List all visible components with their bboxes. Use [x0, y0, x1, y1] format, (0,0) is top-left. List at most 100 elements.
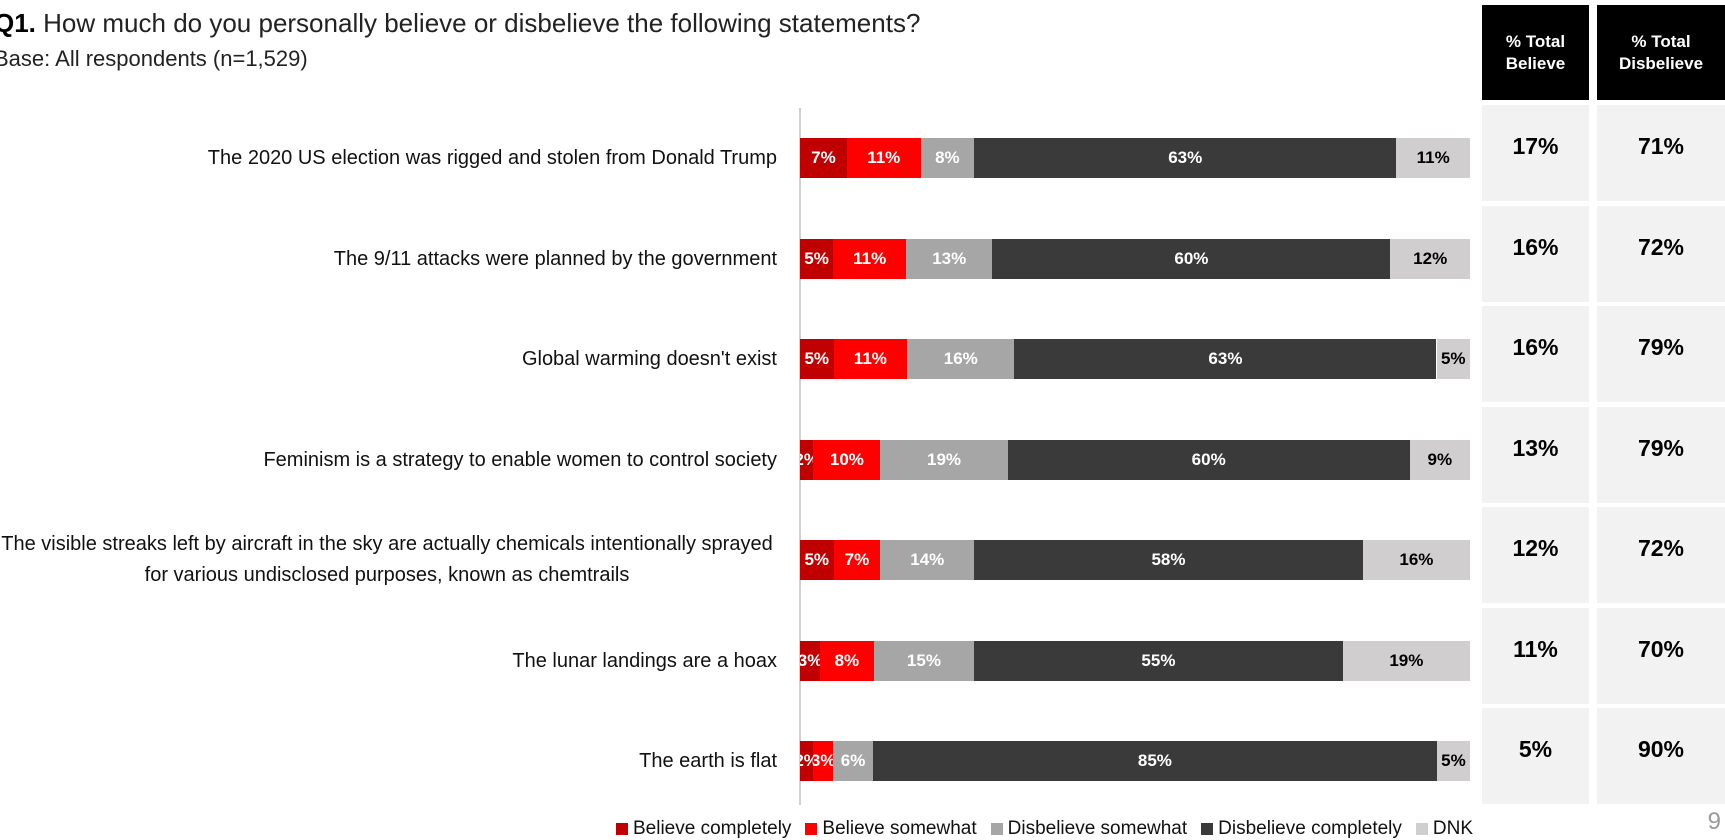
data-label: 12% [1413, 249, 1448, 268]
legend-item: Believe completely [616, 818, 791, 840]
bar-segment-disbelieve-completely: 63% [974, 138, 1397, 178]
data-label: 19% [927, 450, 962, 469]
total-disbelieve-cell: 90% [1597, 708, 1725, 804]
total-believe-cell: 13% [1482, 407, 1589, 503]
chart-title: Q1. How much do you personally believe o… [0, 8, 920, 39]
page-number: 9 [1707, 808, 1721, 835]
data-label: 13% [932, 249, 967, 268]
data-label: 8% [834, 651, 860, 670]
bar-segment-believe-completely: 7% [800, 138, 847, 178]
bar-segment-disbelieve-somewhat: 15% [873, 641, 975, 681]
total-believe-cell: 11% [1482, 608, 1589, 704]
bar-row: 5% 11% 16% 63% 5% [800, 339, 1470, 379]
total-believe-cell: 17% [1482, 105, 1589, 201]
bar-row: 2%3% 6% 85% 5% [800, 741, 1470, 781]
legend-label: Believe completely [633, 817, 792, 839]
legend-label: Disbelieve somewhat [1007, 817, 1188, 839]
bar-segment-dnk: 9% [1409, 440, 1470, 480]
bar-segment-disbelieve-somewhat: 6% [833, 741, 873, 781]
legend-item: DNK [1415, 817, 1474, 840]
data-label: 16% [943, 349, 978, 368]
data-label: 2% [800, 751, 813, 771]
data-label: 63% [1168, 148, 1203, 167]
bar-segment-believe-somewhat: 11% [833, 239, 907, 279]
bar-segment-dnk: 5% [1436, 741, 1470, 781]
legend-label: Believe somewhat [822, 817, 977, 839]
total-disbelieve-cell: 71% [1597, 105, 1725, 201]
total-disbelieve-cell: 72% [1597, 206, 1725, 302]
bar-segment-believe-somewhat: 3% [813, 741, 834, 781]
bar-segment-disbelieve-somewhat: 13% [906, 239, 993, 279]
data-label: 8% [935, 148, 960, 167]
total-disbelieve-cell: 72% [1597, 507, 1725, 603]
data-label: 7% [844, 550, 870, 569]
data-label: 5% [804, 349, 830, 368]
bar-segment-believe-completely: 3% [800, 641, 821, 681]
data-label: 16% [1399, 550, 1434, 569]
chart-legend: Believe completely Believe somewhat Disbel… [616, 818, 1487, 839]
category-label: The 2020 US election was rigged and stol… [207, 146, 777, 169]
bar-row: 5% 11% 13% 60% 12% [800, 239, 1470, 279]
data-label: 11% [853, 249, 887, 268]
data-label: 5% [804, 550, 830, 569]
header-total-believe: % Total Believe [1482, 5, 1589, 100]
bar-segment-disbelieve-somewhat: 16% [907, 339, 1015, 379]
legend-item: Disbelieve completely [1201, 818, 1402, 840]
bar-segment-dnk: 12% [1390, 239, 1470, 279]
category-label: The visible streaks left by aircraft in … [1, 533, 773, 586]
legend-label: DNK [1432, 817, 1474, 839]
bar-segment-disbelieve-completely: 60% [992, 239, 1391, 279]
question-number: Q1. [0, 8, 36, 38]
legend-swatch [616, 822, 628, 835]
data-label: 85% [1137, 751, 1172, 770]
data-label: 2% [800, 450, 813, 470]
bar-segment-believe-completely: 2% [800, 741, 814, 781]
category-label: The lunar landings are a hoax [512, 649, 777, 672]
bar-segment-dnk: 11% [1396, 138, 1470, 178]
data-label: 60% [1191, 450, 1226, 469]
bar-segment-dnk: 19% [1342, 641, 1470, 681]
bar-segment-disbelieve-completely: 63% [1014, 339, 1437, 379]
data-label: 5% [1441, 751, 1466, 770]
data-label: 3% [800, 651, 820, 670]
total-disbelieve-cell: 79% [1597, 407, 1725, 503]
data-label: 6% [840, 751, 866, 770]
data-label: 7% [811, 148, 836, 167]
bar-segment-disbelieve-somewhat: 19% [880, 440, 1008, 480]
legend-item: Disbelieve somewhat [990, 817, 1188, 840]
legend-swatch [990, 822, 1003, 835]
legend-item: Believe somewhat [805, 817, 977, 840]
data-label: 11% [853, 349, 887, 368]
bar-segment-disbelieve-completely: 55% [974, 641, 1343, 681]
data-label: 14% [910, 550, 945, 569]
bar-row: 7% 11% 8% 63% 11% [800, 138, 1470, 178]
bar-segment-disbelieve-somewhat: 8% [920, 138, 975, 178]
bar-segment-believe-completely: 5% [800, 339, 834, 379]
bar-segment-dnk: 16% [1362, 540, 1470, 580]
bar-segment-believe-somewhat: 7% [833, 540, 881, 580]
bar-segment-believe-completely: 5% [800, 239, 834, 279]
bar-segment-believe-somewhat: 11% [833, 339, 908, 379]
bar-segment-believe-somewhat: 10% [813, 440, 881, 480]
data-label: 3% [813, 751, 833, 770]
category-label: Global warming doesn't exist [521, 347, 777, 370]
total-believe-cell: 16% [1482, 206, 1589, 302]
data-label: 15% [906, 651, 941, 670]
data-label: 11% [867, 148, 901, 167]
data-label: 10% [829, 450, 864, 469]
bar-segment-believe-completely: 2% [800, 440, 814, 480]
legend-label: Disbelieve completely [1218, 817, 1402, 839]
total-believe-cell: 12% [1482, 507, 1589, 603]
legend-swatch [1201, 822, 1214, 835]
category-label: The 9/11 attacks were planned by the gov… [333, 247, 777, 270]
question-text: How much do you personally believe or di… [43, 8, 921, 38]
base-note: Base: All respondents (n=1,529) [0, 46, 308, 71]
bar-segment-believe-completely: 5% [800, 540, 834, 580]
category-label: The earth is flat [639, 749, 777, 772]
data-label: 55% [1141, 651, 1176, 670]
total-believe-cell: 16% [1482, 306, 1589, 402]
bar-segment-disbelieve-completely: 58% [974, 540, 1363, 580]
total-believe-cell: 5% [1482, 708, 1589, 804]
data-label: 11% [1416, 148, 1450, 167]
data-label: 5% [1440, 349, 1466, 368]
